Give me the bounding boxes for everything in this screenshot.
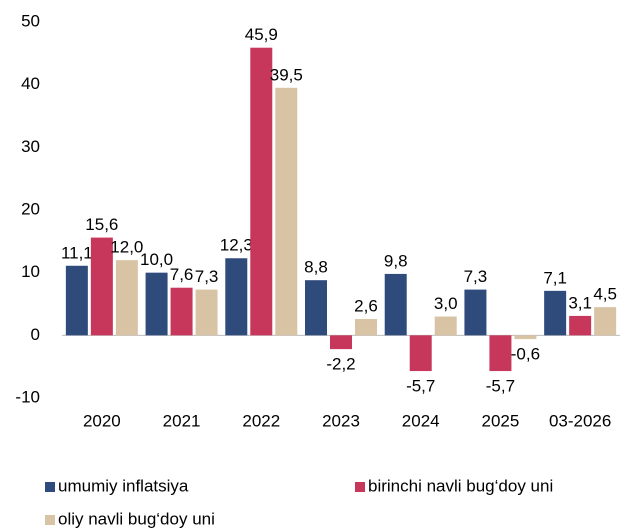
bar (544, 290, 567, 336)
legend-marker (45, 515, 55, 525)
y-tick-label: -10 (15, 387, 40, 406)
data-label: 7,1 (543, 268, 567, 287)
bar (275, 87, 298, 336)
bar (65, 265, 88, 336)
data-label: 12,0 (110, 238, 143, 257)
data-label: -0,6 (511, 345, 540, 364)
bar (225, 258, 248, 336)
data-label: -5,7 (406, 377, 435, 396)
legend-marker (355, 482, 365, 492)
legend-label: oliy navli bug‘doy uni (58, 509, 215, 528)
bar (514, 335, 537, 340)
y-tick-label: 0 (31, 325, 40, 344)
legend-label: umumiy inflatsiya (58, 476, 189, 495)
data-label: 7,3 (195, 267, 219, 286)
data-label: -2,2 (326, 355, 355, 374)
bar (250, 47, 273, 336)
data-label: 11,1 (61, 243, 93, 262)
bar (305, 280, 327, 336)
data-label: 7,3 (464, 267, 488, 286)
y-tick-label: 20 (21, 199, 40, 218)
bar (594, 307, 617, 336)
bar (115, 260, 138, 336)
bar (434, 316, 457, 336)
data-label: 3,0 (434, 294, 458, 313)
legend-label: birinchi navli bug‘doy uni (368, 476, 553, 495)
bar (409, 335, 432, 372)
bar (384, 273, 407, 336)
data-label: 10,0 (140, 250, 173, 269)
data-label: 45,9 (245, 25, 278, 44)
data-label: 39,5 (270, 65, 303, 84)
data-label: 8,8 (304, 258, 328, 277)
y-tick-label: 30 (21, 137, 40, 156)
y-tick-label: 50 (21, 11, 40, 30)
bar (195, 289, 218, 336)
bar (355, 319, 377, 336)
bar (569, 315, 592, 336)
data-label: 15,6 (85, 215, 118, 234)
x-tick-label: 2021 (163, 411, 201, 430)
x-tick-label: 2020 (83, 411, 121, 430)
data-label: 7,6 (170, 265, 194, 284)
bar (145, 272, 168, 336)
x-tick-label: 2022 (242, 411, 280, 430)
x-tick-label: 2025 (482, 411, 520, 430)
data-label: 3,1 (568, 293, 592, 312)
x-tick-label: 2023 (322, 411, 360, 430)
y-tick-label: 40 (21, 74, 40, 93)
data-label: 2,6 (354, 297, 378, 316)
data-label: 12,3 (220, 236, 253, 255)
legend-marker (45, 482, 55, 492)
bar (170, 287, 193, 336)
bar (464, 289, 487, 336)
bar (90, 237, 113, 336)
y-tick-label: 10 (21, 262, 40, 281)
data-label: 4,5 (593, 285, 617, 304)
bar (330, 335, 352, 350)
bar (489, 335, 512, 372)
x-tick-label: 03-2026 (549, 411, 611, 430)
x-tick-label: 2024 (402, 411, 440, 430)
data-label: -5,7 (486, 377, 515, 396)
data-label: 9,8 (384, 251, 408, 270)
